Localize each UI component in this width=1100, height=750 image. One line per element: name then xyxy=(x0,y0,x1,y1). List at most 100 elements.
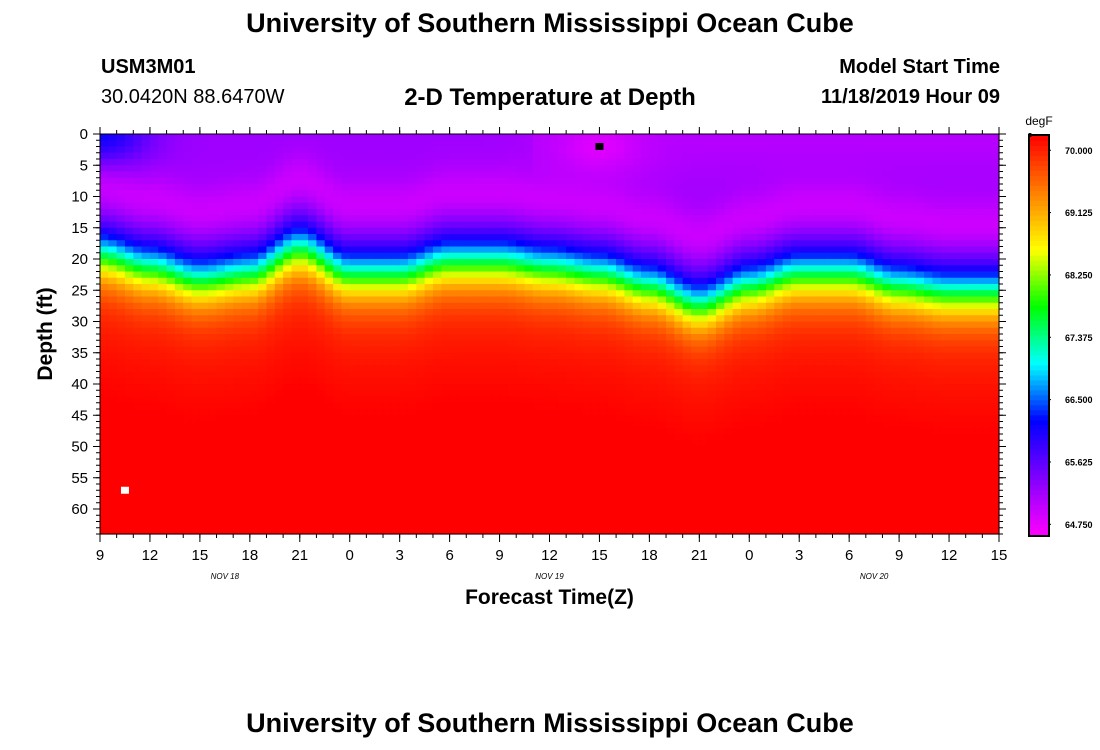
heatmap-cell xyxy=(724,159,734,166)
heatmap-cell xyxy=(391,252,401,260)
heatmap-cell xyxy=(466,284,476,291)
heatmap-cell xyxy=(124,227,134,235)
heatmap-cell xyxy=(724,209,734,216)
heatmap-cell xyxy=(308,209,318,216)
heatmap-cell xyxy=(657,215,667,223)
heatmap-cell xyxy=(591,252,601,260)
heatmap-cell xyxy=(482,371,492,379)
heatmap-cell xyxy=(291,209,301,216)
heatmap-cell xyxy=(491,421,501,429)
heatmap-cell xyxy=(416,434,426,441)
heatmap-cell xyxy=(299,446,309,454)
heatmap-cell xyxy=(641,446,650,454)
heatmap-cell xyxy=(474,171,484,179)
heatmap-cell xyxy=(266,190,276,198)
heatmap-cell xyxy=(383,171,392,179)
heatmap-cell xyxy=(333,152,342,160)
heatmap-cell xyxy=(657,234,667,241)
heatmap-cell xyxy=(391,134,401,141)
heatmap-cell xyxy=(391,446,401,454)
heatmap-cell xyxy=(699,327,709,335)
heatmap-cell xyxy=(183,271,193,279)
heatmap-cell xyxy=(632,371,642,379)
heatmap-cell xyxy=(208,440,218,448)
heatmap-cell xyxy=(208,490,218,498)
heatmap-cell xyxy=(349,196,359,204)
heatmap-cell xyxy=(100,327,109,335)
heatmap-cell xyxy=(133,384,143,391)
heatmap-cell xyxy=(557,165,567,173)
heatmap-cell xyxy=(108,196,118,204)
heatmap-cell xyxy=(682,515,692,523)
heatmap-cell xyxy=(616,415,626,423)
heatmap-cell xyxy=(349,309,359,316)
heatmap-cell xyxy=(141,265,151,273)
heatmap-cell xyxy=(507,190,517,198)
heatmap-cell xyxy=(482,296,492,304)
heatmap-cell xyxy=(158,315,168,323)
heatmap-cell xyxy=(374,140,384,148)
heatmap-cell xyxy=(724,290,734,298)
heatmap-cell xyxy=(316,427,326,435)
heatmap-cell xyxy=(574,134,584,141)
heatmap-cell xyxy=(183,459,193,466)
heatmap-cell xyxy=(249,365,259,373)
heatmap-cell xyxy=(100,271,109,279)
heatmap-cell xyxy=(124,459,134,466)
heatmap-cell xyxy=(224,227,234,235)
heatmap-cell xyxy=(341,402,351,410)
heatmap-cell xyxy=(374,227,384,235)
heatmap-cell xyxy=(341,134,351,141)
heatmap-cell xyxy=(166,309,176,316)
heatmap-cell xyxy=(574,321,584,329)
heatmap-cell xyxy=(715,309,725,316)
heatmap-cell xyxy=(657,290,667,298)
heatmap-cell xyxy=(391,509,401,516)
heatmap-cell xyxy=(341,427,351,435)
heatmap-cell xyxy=(432,421,442,429)
heatmap-cell xyxy=(124,446,134,454)
heatmap-cell xyxy=(124,177,134,185)
heatmap-cell xyxy=(549,421,559,429)
heatmap-cell xyxy=(208,190,218,198)
heatmap-cell xyxy=(258,140,268,148)
heatmap-cell xyxy=(116,134,126,141)
heatmap-cell xyxy=(432,184,442,191)
heatmap-cell xyxy=(416,252,426,260)
heatmap-cell xyxy=(341,365,351,373)
heatmap-cell xyxy=(457,152,467,160)
heatmap-cell xyxy=(499,377,509,385)
heatmap-cell xyxy=(183,402,193,410)
heatmap-cell xyxy=(432,202,442,210)
heatmap-cell xyxy=(432,446,442,454)
heatmap-cell xyxy=(141,384,151,391)
heatmap-cell xyxy=(141,477,151,485)
heatmap-cell xyxy=(199,221,209,229)
heatmap-cell xyxy=(241,184,251,191)
heatmap-cell xyxy=(666,521,675,529)
heatmap-cell xyxy=(441,252,451,260)
heatmap-cell xyxy=(599,402,609,410)
heatmap-cell xyxy=(641,427,650,435)
heatmap-cell xyxy=(216,371,226,379)
heatmap-cell xyxy=(574,271,584,279)
heatmap-cell xyxy=(524,277,534,285)
heatmap-cell xyxy=(532,221,542,229)
heatmap-cell xyxy=(491,402,501,410)
heatmap-cell xyxy=(732,446,742,454)
heatmap-cell xyxy=(116,384,126,391)
heatmap-cell xyxy=(383,327,392,335)
heatmap-cell xyxy=(216,221,226,229)
heatmap-cell xyxy=(349,302,359,310)
heatmap-cell xyxy=(349,227,359,235)
heatmap-cell xyxy=(199,146,209,154)
heatmap-cell xyxy=(674,415,684,423)
heatmap-cell xyxy=(682,496,692,504)
heatmap-cell xyxy=(124,296,134,304)
heatmap-cell xyxy=(324,434,334,441)
heatmap-cell xyxy=(199,427,209,435)
heatmap-cell xyxy=(474,459,484,466)
heatmap-cell xyxy=(124,202,134,210)
heatmap-cell xyxy=(557,521,567,529)
heatmap-cell xyxy=(224,440,234,448)
